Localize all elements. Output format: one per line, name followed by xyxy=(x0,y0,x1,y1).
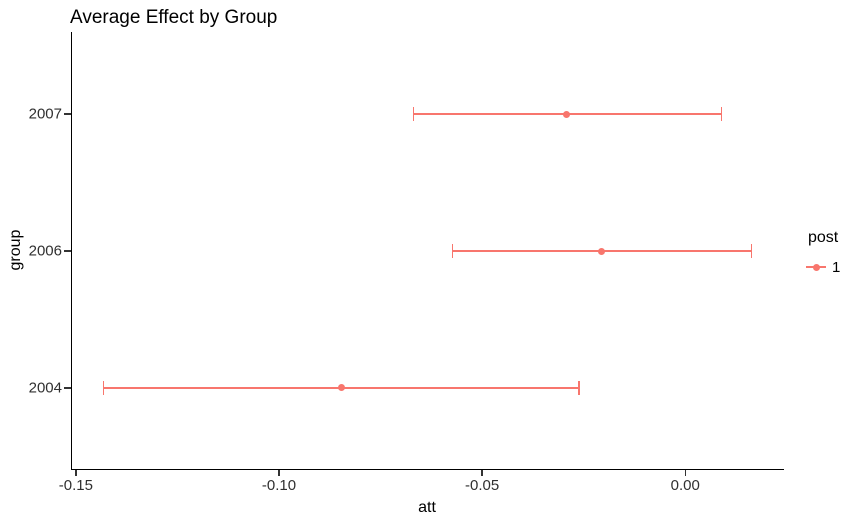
x-axis-tick-label: -0.10 xyxy=(261,477,297,494)
legend: post 1 xyxy=(806,229,840,277)
point-estimate-dot xyxy=(338,384,346,392)
x-axis-tick xyxy=(278,470,280,476)
x-axis-tick xyxy=(481,470,483,476)
errorbar-cap-left xyxy=(412,107,415,122)
y-axis-tick xyxy=(64,250,71,252)
y-axis-tick xyxy=(64,113,71,115)
x-axis-title: att xyxy=(418,499,436,516)
x-axis-tick-label: 0.00 xyxy=(670,477,700,494)
errorbar-cap-right xyxy=(578,380,580,395)
errorbar-cap-left xyxy=(102,380,105,395)
legend-entry-label: 1 xyxy=(832,258,841,276)
pointrange-glyph-icon xyxy=(806,257,826,277)
errorbar-cap-right xyxy=(720,107,723,122)
legend-entry: 1 xyxy=(806,257,840,277)
legend-entries: 1 xyxy=(806,257,840,277)
x-axis-tick-label: -0.05 xyxy=(465,477,500,494)
x-axis-tick xyxy=(684,470,687,476)
y-axis-tick-label: 2004 xyxy=(28,379,62,397)
legend-title: post xyxy=(808,229,839,246)
errorbar-cap-right xyxy=(750,244,753,258)
y-axis-tick xyxy=(64,387,71,389)
chart-title: Average Effect by Group xyxy=(70,7,278,28)
legend-key-dot xyxy=(812,263,820,271)
x-axis-tick-label: -0.15 xyxy=(58,477,93,494)
point-estimate-dot xyxy=(598,247,606,255)
y-axis-tick-label: 2006 xyxy=(28,242,62,260)
x-axis-tick xyxy=(75,470,77,476)
errorbar-cap-left xyxy=(451,244,454,258)
point-estimate-dot xyxy=(563,110,571,118)
y-axis-tick-label: 2007 xyxy=(28,105,62,123)
